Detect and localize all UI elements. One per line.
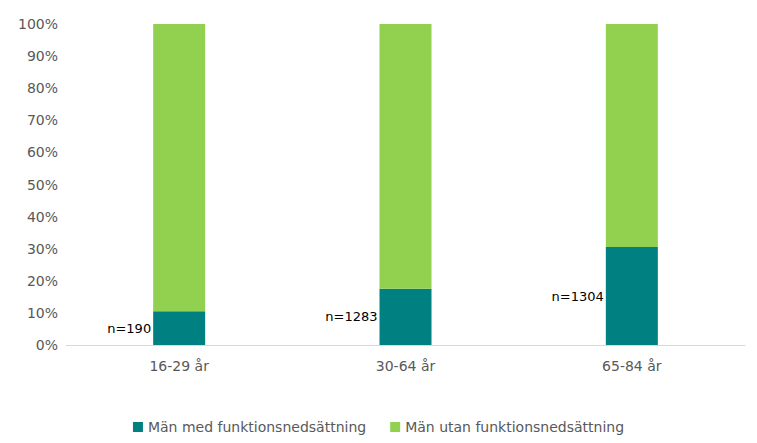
- svg-text:70%: 70%: [27, 112, 58, 128]
- svg-text:30-64 år: 30-64 år: [376, 358, 436, 374]
- svg-text:20%: 20%: [27, 273, 58, 289]
- svg-text:50%: 50%: [27, 177, 58, 193]
- svg-text:10%: 10%: [27, 305, 58, 321]
- svg-text:65-84 år: 65-84 år: [602, 358, 662, 374]
- svg-text:40%: 40%: [27, 209, 58, 225]
- svg-text:0%: 0%: [36, 337, 58, 353]
- svg-text:30%: 30%: [27, 241, 58, 257]
- svg-text:16-29 år: 16-29 år: [149, 358, 209, 374]
- svg-text:60%: 60%: [27, 144, 58, 160]
- svg-text:80%: 80%: [27, 80, 58, 96]
- svg-text:Män med funktionsnedsättning: Män med funktionsnedsättning: [148, 419, 366, 435]
- svg-text:n=1304: n=1304: [552, 289, 604, 304]
- svg-text:n=1283: n=1283: [325, 309, 377, 324]
- svg-text:100%: 100%: [18, 16, 58, 32]
- svg-text:Män utan funktionsnedsättning: Män utan funktionsnedsättning: [405, 419, 624, 435]
- svg-text:90%: 90%: [27, 48, 58, 64]
- svg-text:n=190: n=190: [107, 321, 151, 336]
